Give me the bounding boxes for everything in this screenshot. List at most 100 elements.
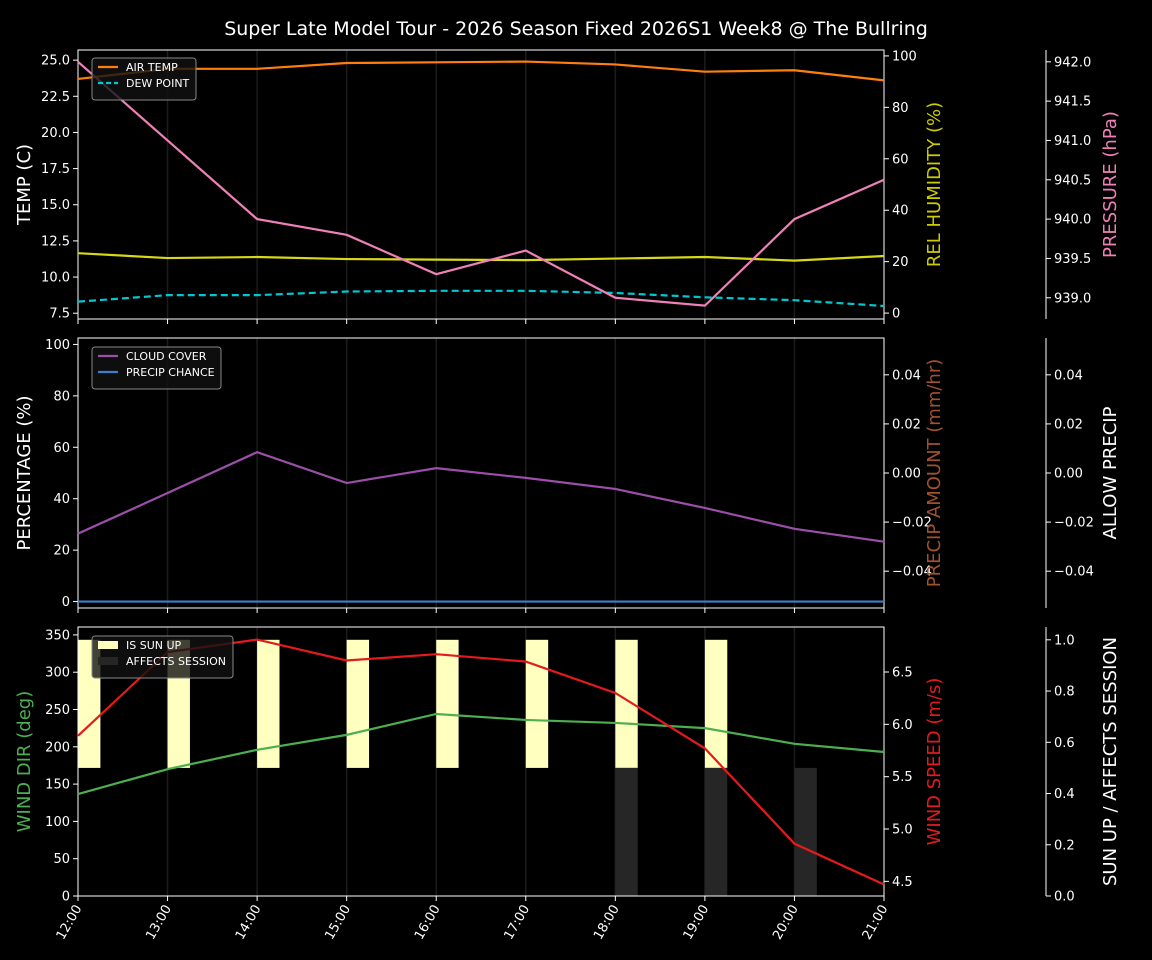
series-line-dew-point — [77, 289, 885, 308]
panel-1: 7.5 10.0 12.5 15.0 17.5 20.0 22.5 25.0 TEMP (C) 0… — [14, 49, 1121, 324]
right-axis-label: PRECIP AMOUNT (mm/hr) — [924, 359, 945, 588]
bar-is-sun-up — [615, 639, 638, 768]
left-axis-label: WIND DIR (deg) — [14, 691, 35, 833]
right2-axis-label: ALLOW PRECIP — [1100, 406, 1121, 539]
x-tick-label: 12:00 — [54, 903, 86, 943]
left-tick-label: 20 — [53, 544, 70, 559]
right2-tick-label: 940.0 — [1054, 213, 1091, 228]
right-tick-label: 6.0 — [892, 718, 913, 733]
legend: AIR TEMP DEW POINT — [91, 57, 197, 101]
legend-swatch — [98, 641, 118, 649]
right2-tick-label: 0.4 — [1054, 787, 1075, 802]
left-tick-label: 7.5 — [49, 307, 70, 322]
legend-swatch — [98, 657, 118, 665]
series-line-left — [77, 712, 885, 796]
x-tick-label: 14:00 — [233, 903, 265, 943]
bar-is-sun-up — [346, 639, 370, 768]
right2-tick-label: 0.0 — [1054, 890, 1075, 905]
right-tick-label: 0.02 — [892, 417, 921, 432]
plot-frame — [77, 626, 885, 897]
right-tick-label: 6.5 — [892, 666, 913, 681]
right-tick-label: 60 — [892, 152, 909, 167]
bar-is-sun-up — [257, 639, 280, 768]
bar-affects-session — [615, 767, 638, 896]
right-tick-label: 4.5 — [892, 875, 913, 890]
legend-label: DEW POINT — [126, 77, 190, 90]
series-line-air-temp — [77, 60, 885, 82]
right2-tick-label: 0.8 — [1054, 685, 1075, 700]
x-tick-label: 19:00 — [681, 903, 713, 943]
right-tick-label: 5.0 — [892, 823, 913, 838]
right2-tick-label: 942.0 — [1054, 55, 1091, 70]
bar-affects-session — [704, 767, 728, 896]
bar-is-sun-up — [704, 639, 728, 768]
legend-label: CLOUD COVER — [126, 350, 207, 363]
left-tick-label: 100 — [45, 815, 70, 830]
right2-tick-label: 0.02 — [1054, 417, 1083, 432]
x-tick-label: 17:00 — [502, 903, 534, 943]
right-tick-label: −0.02 — [892, 516, 932, 531]
legend-label: IS SUN UP — [126, 639, 182, 652]
right-tick-label: −0.04 — [892, 565, 932, 580]
right-tick-label: 80 — [892, 101, 909, 116]
right2-axis-label: PRESSURE (hPa) — [1100, 111, 1121, 258]
left-tick-label: 60 — [53, 441, 70, 456]
left-tick-label: 10.0 — [41, 271, 70, 286]
panel-2: 0 20 40 60 80 100 PERCENTAGE (%) −0.04 −0.02 0.00… — [14, 337, 1121, 613]
right2-tick-label: 1.0 — [1054, 633, 1075, 648]
right2-tick-label: 939.0 — [1054, 291, 1091, 306]
series-line-right2 — [77, 60, 885, 307]
legend: IS SUN UP AFFECTS SESSION — [91, 635, 234, 679]
bar-is-sun-up — [436, 639, 459, 768]
x-tick-label: 13:00 — [143, 903, 175, 943]
right-tick-label: 5.5 — [892, 770, 913, 785]
series-line-cloud-cover — [77, 450, 885, 543]
left-tick-label: 80 — [53, 389, 70, 404]
right2-axis-label: SUN UP / AFFECTS SESSION — [1100, 637, 1121, 886]
left-tick-label: 0 — [62, 595, 70, 610]
left-tick-label: 300 — [45, 666, 70, 681]
right-axis-label: WIND SPEED (m/s) — [924, 678, 945, 846]
right2-tick-label: 0.04 — [1054, 368, 1083, 383]
left-tick-label: 12.5 — [41, 234, 70, 249]
left-tick-label: 100 — [45, 338, 70, 353]
legend-box — [91, 346, 222, 390]
left-tick-label: 0 — [62, 890, 70, 905]
right-tick-label: 40 — [892, 204, 909, 219]
left-axis-label: PERCENTAGE (%) — [14, 395, 35, 550]
right-tick-label: 0.00 — [892, 467, 921, 482]
left-tick-label: 20.0 — [41, 126, 70, 141]
right-tick-label: 0 — [892, 307, 900, 322]
panel-3: 0 50 100 150 200 250 300 350 WIND DIR (deg) 4.5 5.… — [14, 626, 1121, 943]
right-tick-label: 0.04 — [892, 368, 921, 383]
chart-title: Super Late Model Tour - 2026 Season Fixe… — [224, 18, 928, 40]
legend-label: PRECIP CHANCE — [126, 366, 215, 379]
legend-label: AIR TEMP — [126, 61, 178, 74]
plot-frame — [77, 49, 885, 320]
left-tick-label: 250 — [45, 703, 70, 718]
right-tick-label: 20 — [892, 255, 909, 270]
right2-tick-label: 0.2 — [1054, 838, 1075, 853]
legend-box — [91, 635, 234, 679]
right2-tick-label: 0.00 — [1054, 467, 1083, 482]
bar-is-sun-up — [525, 639, 549, 768]
right2-tick-label: 939.5 — [1054, 252, 1091, 267]
left-tick-label: 200 — [45, 740, 70, 755]
x-tick-label: 16:00 — [412, 903, 444, 943]
legend: CLOUD COVER PRECIP CHANCE — [91, 346, 222, 390]
series-line-right — [77, 252, 885, 262]
right2-tick-label: −0.04 — [1054, 565, 1094, 580]
right2-tick-label: 0.6 — [1054, 736, 1075, 751]
bar-affects-session — [794, 767, 817, 896]
x-tick-label: 18:00 — [591, 903, 623, 943]
right2-tick-label: 941.5 — [1054, 95, 1091, 110]
right-axis-label: REL HUMIDITY (%) — [924, 102, 945, 267]
right2-tick-label: 940.5 — [1054, 173, 1091, 188]
left-tick-label: 25.0 — [41, 54, 70, 69]
legend-label: AFFECTS SESSION — [126, 655, 226, 668]
x-tick-label: 21:00 — [860, 903, 892, 943]
x-tick-label: 15:00 — [322, 903, 354, 943]
right2-tick-label: −0.02 — [1054, 516, 1094, 531]
right2-tick-label: 941.0 — [1054, 134, 1091, 149]
